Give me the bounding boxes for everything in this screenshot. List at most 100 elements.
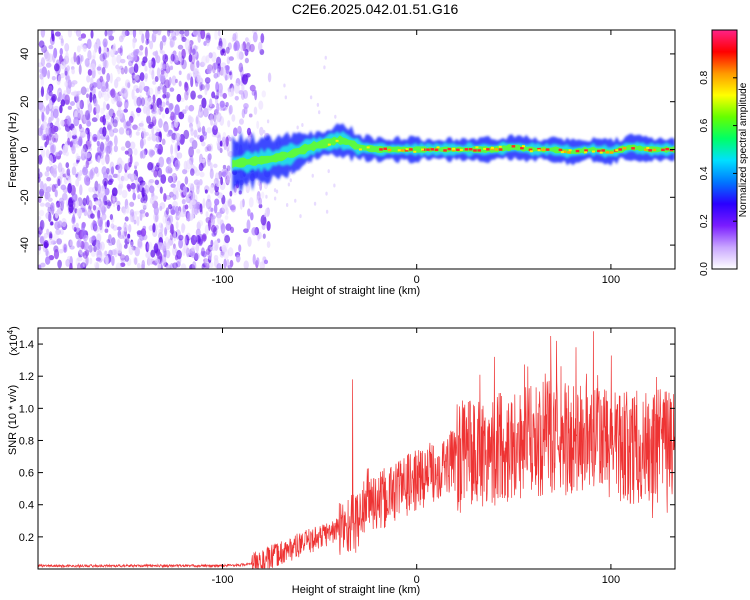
spectrogram-noise-speck — [266, 220, 271, 231]
spectrogram-noise-speck — [118, 127, 125, 135]
spectrogram-noise-speck — [203, 41, 207, 47]
spectrogram-noise-speck — [176, 139, 181, 150]
spectrogram-noise-speck — [102, 57, 107, 69]
spectrogram-noise-speck — [81, 229, 87, 240]
spectrogram-noise-speck — [101, 252, 107, 261]
spectrogram-noise-speck — [129, 141, 136, 150]
spectrogram-noise-speck — [142, 200, 148, 209]
spectrogram-noise-speck — [102, 114, 107, 126]
spectrogram-noise-speck — [90, 63, 96, 72]
spectrogram-noise-speck — [53, 108, 59, 119]
spectrogram-noise-speck — [210, 215, 216, 220]
spectrogram-noise-speck — [196, 75, 202, 84]
spectrogram-noise-speck — [45, 248, 49, 257]
spectrogram-noise-speck — [136, 262, 141, 269]
spectrogram-noise-speck — [154, 179, 160, 186]
spectrogram-noise-speck — [261, 90, 266, 98]
spectrogram-noise-speck — [112, 197, 116, 208]
spectrogram-noise-speck — [284, 95, 288, 100]
spectrogram-noise-speck — [225, 223, 232, 231]
spectrogram-noise-speck — [194, 68, 199, 76]
spectrogram-noise-speck — [215, 224, 219, 230]
spectrogram-noise-speck — [201, 97, 207, 109]
spectrogram-noise-speck — [219, 252, 225, 258]
spectrogram-noise-speck — [198, 162, 204, 172]
spectrogram-noise-speck — [164, 107, 170, 115]
spectrogram-noise-speck — [195, 241, 200, 253]
spectrogram-ridge-peak — [468, 148, 473, 151]
spectrogram-noise-speck — [97, 209, 101, 219]
spectrogram-noise-speck — [148, 59, 153, 67]
spectrogram-noise-speck — [79, 184, 83, 196]
spectrogram-noise-speck — [177, 30, 183, 36]
spectrogram-noise-speck — [123, 172, 130, 182]
spectrogram-noise-speck — [203, 107, 209, 118]
spectrogram-noise-speck — [135, 107, 142, 114]
spectrogram-noise-speck — [275, 189, 279, 194]
spectrogram-noise-speck — [65, 169, 70, 179]
spectrogram-noise-speck — [90, 55, 96, 61]
spectrogram-noise-speck — [259, 181, 263, 191]
spectrogram-noise-speck — [238, 244, 242, 253]
spectrogram-noise-speck — [67, 183, 73, 194]
spectrogram-noise-speck — [87, 69, 93, 76]
spectrogram-ridge-peak — [490, 147, 494, 151]
spectrogram-noise-speck — [109, 72, 113, 84]
spectrogram-noise-speck — [115, 262, 122, 269]
colorbar: 0.0 0.2 0.4 0.6 0.8 Normalized spectral ampl… — [699, 29, 749, 276]
spectrogram-noise-speck — [195, 228, 201, 237]
spectrogram-noise-speck — [182, 185, 188, 196]
spectrogram-noise-speck — [208, 143, 214, 152]
spectrogram-noise-speck — [217, 134, 222, 143]
spectrogram-noise-speck — [216, 112, 222, 123]
spectrogram-noise-speck — [176, 249, 182, 260]
spectrogram-noise-speck — [188, 53, 193, 63]
spectrogram-ridge-peak — [430, 148, 435, 151]
spectrogram-noise-speck — [59, 47, 63, 56]
spectrogram-noise-speck — [58, 150, 63, 156]
spectrogram-noise-speck — [187, 115, 192, 124]
spectrogram-noise-speck — [106, 124, 112, 131]
spectrogram-noise-speck — [40, 57, 46, 67]
snr-y-tick-label: 0.6 — [19, 468, 34, 480]
spectrogram-noise-speck — [206, 154, 212, 163]
spectrogram-noise-speck — [214, 113, 219, 125]
spectrogram-noise-speck — [79, 263, 84, 269]
spectrogram-noise-speck — [69, 245, 75, 250]
spectrogram-noise-speck — [247, 208, 251, 217]
spectrogram-noise-speck — [311, 173, 314, 178]
spectrogram-noise-speck — [106, 167, 110, 175]
spectrogram-noise-speck — [111, 187, 118, 197]
spectrogram-noise-speck — [206, 127, 213, 134]
spectrogram-noise-speck — [150, 102, 155, 112]
spectrogram-noise-speck — [128, 128, 133, 139]
spectrogram-noise-speck — [82, 251, 88, 259]
spectrogram-noise-speck — [205, 34, 211, 44]
spectrogram-noise-speck — [232, 33, 237, 42]
spectrogram-noise-speck — [128, 67, 133, 74]
spectrogram-ridge-peak — [485, 148, 490, 151]
spectrogram-noise-speck — [134, 246, 140, 257]
spectrogram-noise-speck — [147, 241, 153, 252]
spectrogram-noise-speck — [228, 104, 233, 115]
spectrogram-noise-speck — [117, 163, 123, 174]
spectrogram-noise-speck — [146, 115, 151, 124]
spectrogram-noise-speck — [112, 128, 119, 134]
snr-line — [38, 331, 675, 569]
spectrogram-noise-speck — [93, 136, 97, 141]
spectrogram-noise-speck — [145, 30, 150, 41]
spectrogram-noise-speck — [246, 219, 251, 231]
spectrogram-noise-speck — [130, 51, 137, 57]
spectrogram-noise-speck — [301, 123, 304, 128]
spectrogram-noise-speck — [75, 30, 82, 37]
spectrogram-noise-speck — [63, 243, 67, 251]
spectrogram-noise-speck — [154, 108, 161, 115]
spectrogram-noise-speck — [82, 44, 87, 52]
spectrogram-noise-speck — [207, 145, 212, 152]
spectrogram-noise-speck — [72, 162, 79, 167]
spectrogram-noise-speck — [119, 262, 126, 268]
snr-y-tick-label: 0.8 — [19, 435, 34, 447]
snr-y-tick-label: 1.2 — [19, 371, 34, 383]
spectrogram-noise-speck — [160, 223, 164, 234]
spectrogram-noise-speck — [222, 164, 227, 170]
